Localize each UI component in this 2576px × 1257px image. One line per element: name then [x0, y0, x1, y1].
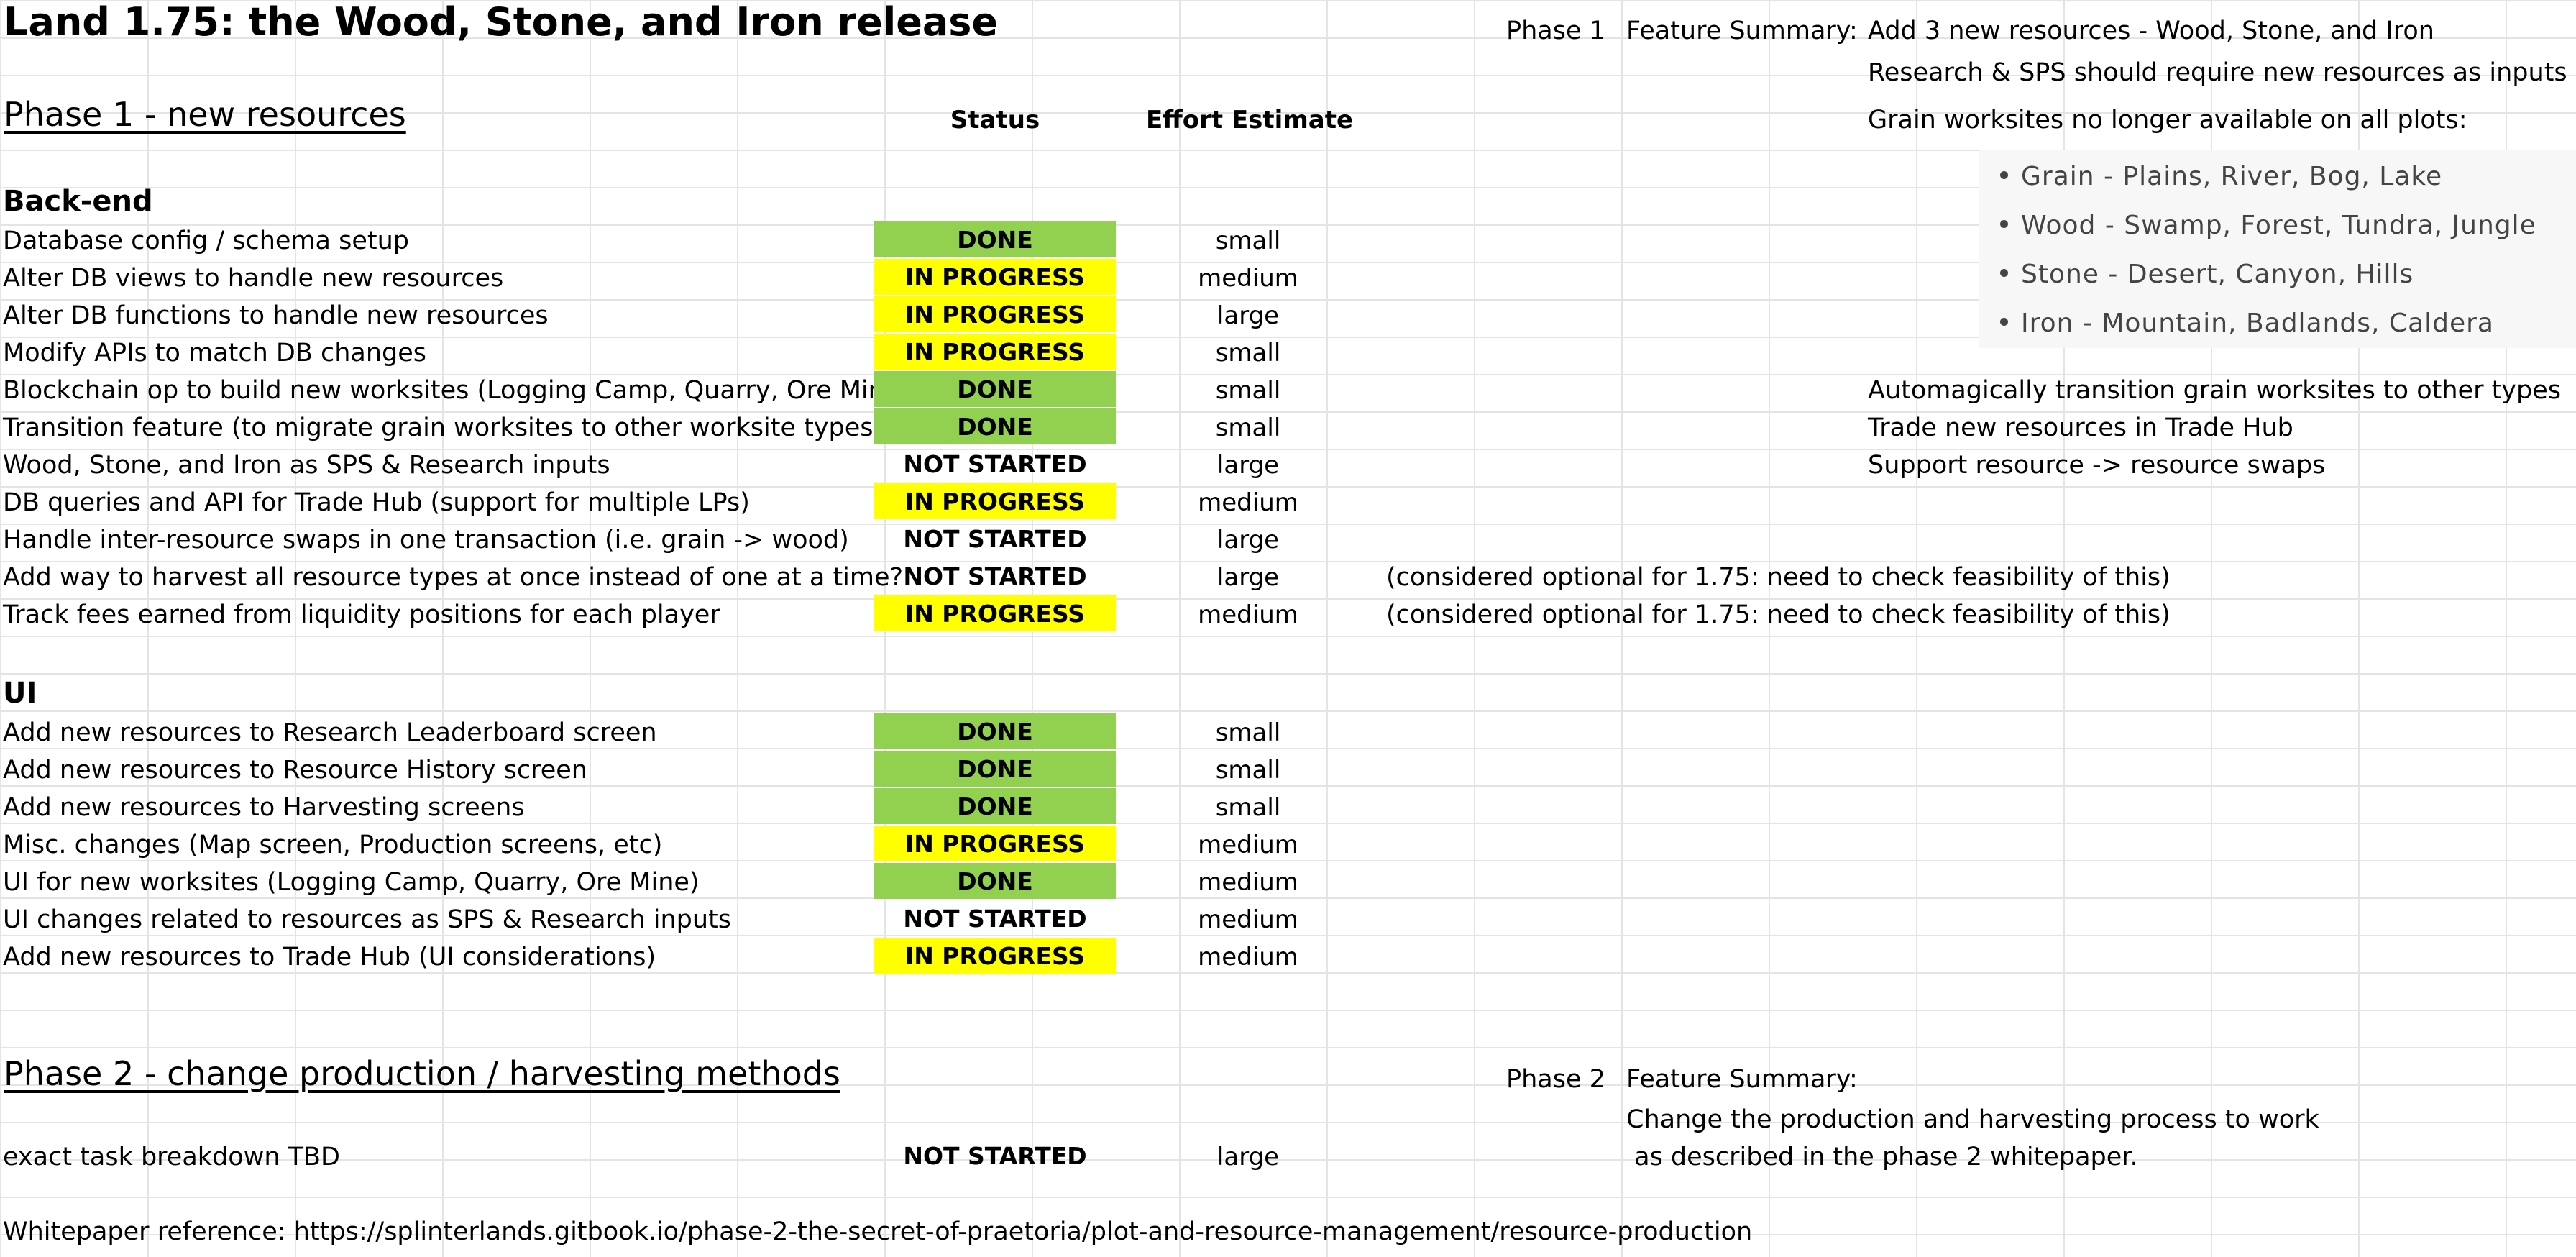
effort-estimate: medium	[1198, 943, 1298, 972]
status-badge: IN PROGRESS	[874, 334, 1116, 370]
task-name: Add way to harvest all resource types at…	[3, 563, 904, 592]
task-name: Add new resources to Research Leaderboar…	[3, 718, 657, 747]
bullet-icon	[2000, 170, 2008, 179]
resource-plots-list: Grain - Plains, River, Bog, Lake Wood - …	[1979, 150, 2576, 348]
effort-estimate: medium	[1198, 831, 1298, 859]
phase1-summary-label: Feature Summary:	[1626, 17, 1858, 45]
task-name: Misc. changes (Map screen, Production sc…	[3, 831, 663, 859]
status-badge: IN PROGRESS	[874, 259, 1116, 295]
status-badge: DONE	[874, 863, 1116, 899]
phase2-summary-line: Change the production and harvesting pro…	[1626, 1105, 2319, 1134]
optional-note: (considered optional for 1.75: need to c…	[1386, 563, 2171, 592]
optional-note: (considered optional for 1.75: need to c…	[1386, 600, 2171, 629]
effort-estimate: medium	[1198, 264, 1298, 293]
task-name: Database config / schema setup	[3, 227, 410, 255]
status-column-header: Status	[950, 106, 1040, 134]
task-name: DB queries and API for Trade Hub (suppor…	[3, 488, 750, 517]
phase2-heading: Phase 2 - change production / harvesting…	[4, 1054, 840, 1093]
status-badge: DONE	[874, 408, 1116, 444]
effort-estimate: small	[1215, 339, 1281, 367]
effort-estimate: small	[1215, 413, 1281, 442]
phase1-summary-line: Research & SPS should require new resour…	[1868, 58, 2567, 87]
phase1-summary-line: Support resource -> resource swaps	[1868, 451, 2326, 480]
task-name: Track fees earned from liquidity positio…	[3, 600, 720, 629]
status-badge: IN PROGRESS	[874, 483, 1116, 519]
status-badge: IN PROGRESS	[874, 296, 1116, 332]
phase1-summary-line: Trade new resources in Trade Hub	[1868, 413, 2293, 442]
task-name: Add new resources to Harvesting screens	[3, 793, 525, 822]
list-item: Grain - Plains, River, Bog, Lake	[2000, 164, 2442, 190]
bullet-icon	[2000, 219, 2008, 228]
effort-estimate: small	[1215, 756, 1281, 785]
effort-estimate: medium	[1198, 905, 1298, 934]
phase1-summary-line: Add 3 new resources - Wood, Stone, and I…	[1868, 17, 2434, 45]
document-title: Land 1.75: the Wood, Stone, and Iron rel…	[4, 0, 999, 45]
bullet-icon	[2000, 317, 2008, 326]
phase2-summary-line: as described in the phase 2 whitepaper.	[1626, 1143, 2138, 1171]
whitepaper-reference: Whitepaper reference: https://splinterla…	[3, 1217, 1753, 1246]
task-name: Alter DB views to handle new resources	[3, 264, 504, 293]
phase2-task-name: exact task breakdown TBD	[3, 1143, 340, 1171]
backend-heading: Back-end	[3, 185, 153, 218]
task-name: Alter DB functions to handle new resourc…	[3, 301, 549, 330]
effort-estimate: small	[1215, 793, 1281, 822]
status-badge: DONE	[874, 221, 1116, 257]
effort-estimate: large	[1216, 1143, 1280, 1171]
status-badge: DONE	[874, 788, 1116, 824]
task-name: UI for new worksites (Logging Camp, Quar…	[3, 868, 700, 897]
task-name: Handle inter-resource swaps in one trans…	[3, 526, 849, 554]
status-badge: DONE	[874, 751, 1116, 787]
status-badge: NOT STARTED	[903, 449, 1087, 478]
task-name: Transition feature (to migrate grain wor…	[3, 413, 884, 442]
task-name: Modify APIs to match DB changes	[3, 339, 427, 367]
effort-estimate: medium	[1198, 868, 1298, 897]
task-name: Add new resources to Trade Hub (UI consi…	[3, 943, 656, 972]
effort-estimate: medium	[1198, 488, 1298, 517]
list-item: Wood - Swamp, Forest, Tundra, Jungle	[2000, 213, 2536, 239]
effort-estimate: large	[1216, 526, 1280, 554]
task-name: UI changes related to resources as SPS &…	[3, 905, 731, 934]
phase1-heading: Phase 1 - new resources	[4, 95, 406, 134]
status-badge: IN PROGRESS	[874, 595, 1116, 631]
effort-estimate: large	[1216, 451, 1280, 480]
ui-heading: UI	[3, 677, 37, 710]
status-badge: IN PROGRESS	[874, 826, 1116, 861]
status-badge: DONE	[874, 713, 1116, 749]
status-badge: NOT STARTED	[903, 524, 1087, 553]
status-badge: IN PROGRESS	[874, 938, 1116, 974]
status-badge: NOT STARTED	[903, 562, 1087, 590]
task-name: Add new resources to Resource History sc…	[3, 756, 587, 785]
effort-estimate: small	[1215, 718, 1281, 747]
effort-estimate: large	[1216, 301, 1280, 330]
status-badge: NOT STARTED	[903, 1141, 1087, 1170]
phase1-summary-line: Automagically transition grain worksites…	[1868, 376, 2562, 405]
status-badge: NOT STARTED	[903, 904, 1087, 933]
effort-estimate: large	[1216, 563, 1280, 592]
phase2-summary-label: Feature Summary:	[1626, 1065, 1858, 1094]
phase1-summary-line: Grain worksites no longer available on a…	[1868, 106, 2467, 134]
task-name: Wood, Stone, and Iron as SPS & Research …	[3, 451, 610, 480]
status-badge: DONE	[874, 371, 1116, 407]
effort-estimate: small	[1215, 376, 1281, 405]
phase2-label: Phase 2	[1506, 1065, 1605, 1094]
list-item: Iron - Mountain, Badlands, Caldera	[2000, 311, 2494, 337]
effort-column-header: Effort Estimate	[1145, 106, 1354, 134]
effort-estimate: small	[1215, 227, 1281, 255]
bullet-icon	[2000, 268, 2008, 277]
task-name: Blockchain op to build new worksites (Lo…	[3, 376, 910, 405]
list-item: Stone - Desert, Canyon, Hills	[2000, 262, 2414, 288]
effort-estimate: medium	[1198, 600, 1298, 629]
phase1-label: Phase 1	[1506, 17, 1605, 45]
